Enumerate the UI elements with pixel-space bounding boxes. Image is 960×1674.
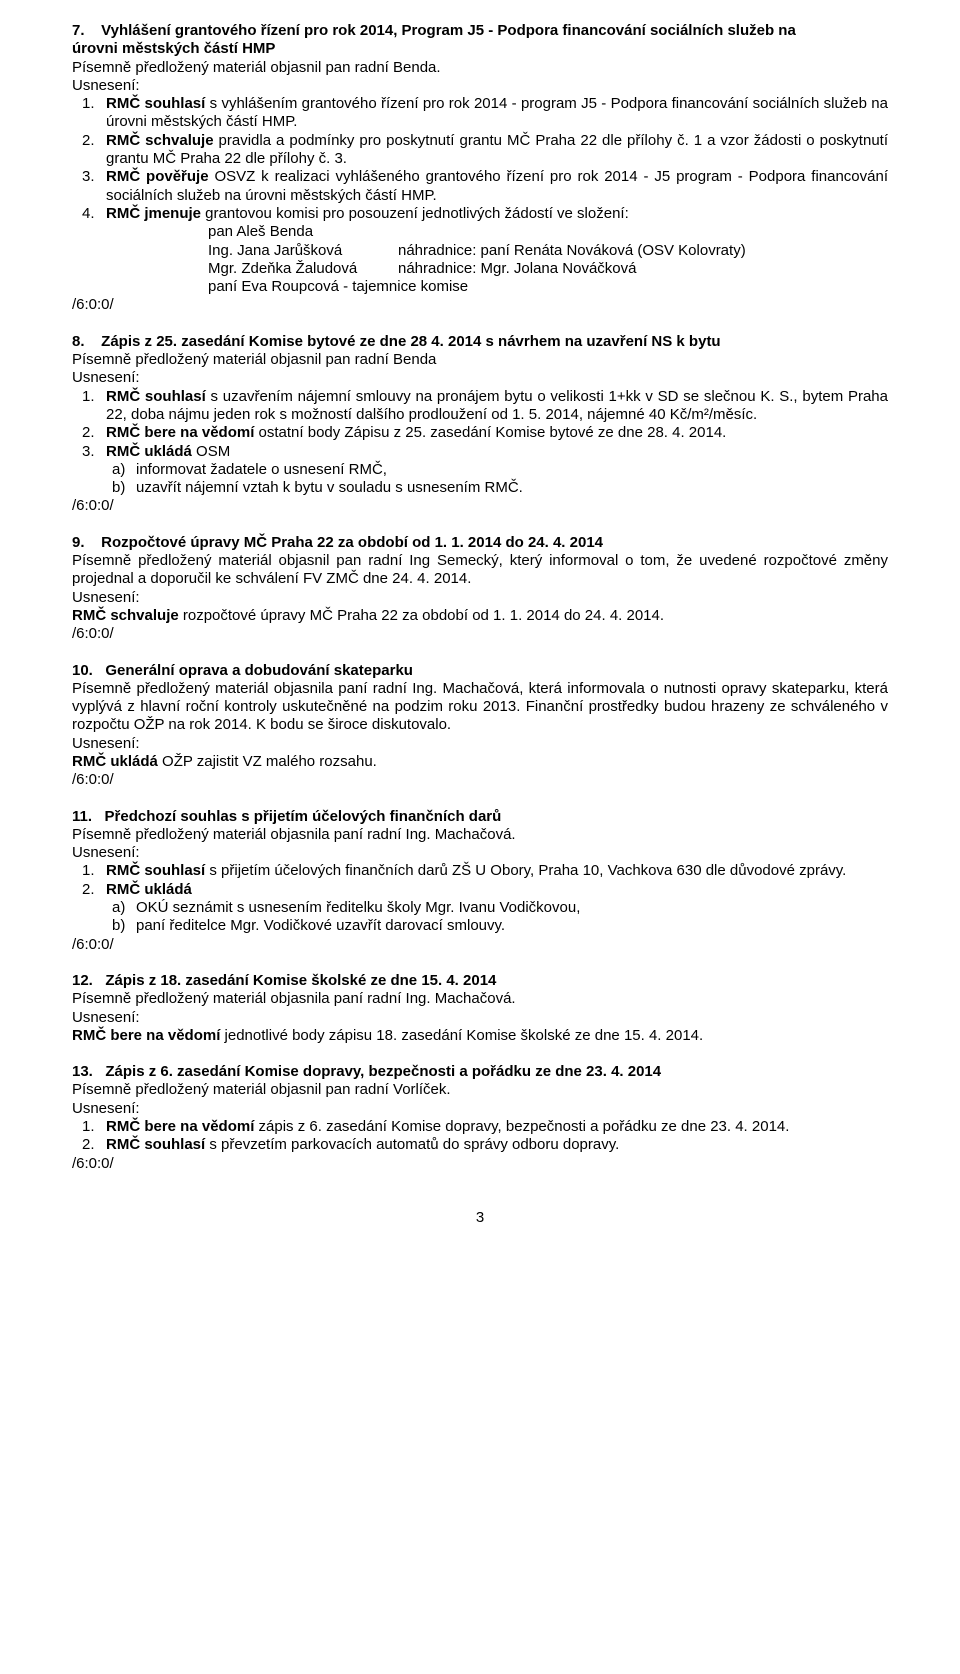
section-9: 9. Rozpočtové úpravy MČ Praha 22 za obdo… — [72, 534, 888, 644]
member-sub: náhradnice: Mgr. Jolana Nováčková — [398, 260, 888, 278]
resolution-label: Usnesení: — [72, 589, 888, 607]
page-number: 3 — [72, 1209, 888, 1227]
resolution-label: Usnesení: — [72, 735, 888, 753]
list-item: RMČ pověřuje OSVZ k realizaci vyhlášenéh… — [106, 168, 888, 205]
section-7-para: Písemně předložený materiál objasnil pan… — [72, 59, 888, 77]
sublist: OKÚ seznámit s usnesením ředitelku školy… — [106, 899, 888, 936]
section-12: 12. Zápis z 18. zasedání Komise školské … — [72, 972, 888, 1045]
bold-lead: RMČ bere na vědomí — [106, 424, 254, 441]
item-text: s přijetím účelových finančních darů ZŠ … — [205, 862, 846, 879]
section-11: 11. Předchozí souhlas s přijetím účelový… — [72, 808, 888, 954]
section-8: 8. Zápis z 25. zasedání Komise bytové ze… — [72, 333, 888, 516]
list-item: RMČ souhlasí s převzetím parkovacích aut… — [106, 1136, 888, 1154]
list: RMČ souhlasí s uzavřením nájemní smlouvy… — [72, 388, 888, 498]
bold-lead: RMČ ukládá — [106, 881, 192, 898]
bold-lead: RMČ ukládá — [106, 443, 192, 460]
list-item: RMČ souhlasí s vyhlášením grantového říz… — [106, 95, 888, 132]
section-7-heading-line2: úrovni městských částí HMP — [72, 40, 888, 58]
item-text: ostatní body Zápisu z 25. zasedání Komis… — [254, 424, 726, 441]
bold-lead: RMČ souhlasí — [106, 1136, 205, 1153]
resolution-line: RMČ ukládá OŽP zajistit VZ malého rozsah… — [72, 753, 888, 771]
item-text: rozpočtové úpravy MČ Praha 22 za období … — [179, 607, 664, 624]
list-item: RMČ jmenuje grantovou komisi pro posouze… — [106, 205, 888, 223]
sublist: informovat žadatele o usnesení RMČ, uzav… — [106, 461, 888, 498]
bold-lead: RMČ souhlasí — [106, 862, 205, 879]
bold-lead: RMČ bere na vědomí — [72, 1027, 220, 1044]
list: RMČ souhlasí s vyhlášením grantového říz… — [72, 95, 888, 223]
bold-lead: RMČ jmenuje — [106, 205, 201, 222]
list-item: RMČ schvaluje pravidla a podmínky pro po… — [106, 132, 888, 169]
section-9-heading: 9. Rozpočtové úpravy MČ Praha 22 za obdo… — [72, 534, 888, 552]
list: RMČ souhlasí s přijetím účelových finanč… — [72, 862, 888, 935]
list-item: RMČ souhlasí s uzavřením nájemní smlouvy… — [106, 388, 888, 425]
bold-lead: RMČ souhlasí — [106, 388, 206, 405]
member-name: Mgr. Zdeňka Žaludová — [208, 260, 398, 278]
section-13-para: Písemně předložený materiál objasnil pan… — [72, 1081, 888, 1099]
section-9-para: Písemně předložený materiál objasnil pan… — [72, 552, 888, 589]
sublist-item: paní ředitelce Mgr. Vodičkové uzavřít da… — [136, 917, 888, 935]
resolution-line: RMČ schvaluje rozpočtové úpravy MČ Praha… — [72, 607, 888, 625]
sublist-item: uzavřít nájemní vztah k bytu v souladu s… — [136, 479, 888, 497]
item-text: grantovou komisi pro posouzení jednotliv… — [201, 205, 629, 222]
section-12-heading: 12. Zápis z 18. zasedání Komise školské … — [72, 972, 888, 990]
vote-result: /6:0:0/ — [72, 1155, 888, 1173]
bold-lead: RMČ schvaluje — [106, 132, 214, 149]
vote-result: /6:0:0/ — [72, 771, 888, 789]
member-row: pan Aleš Benda — [208, 223, 888, 241]
list: RMČ bere na vědomí zápis z 6. zasedání K… — [72, 1118, 888, 1155]
section-8-heading: 8. Zápis z 25. zasedání Komise bytové ze… — [72, 333, 888, 351]
section-7-heading-line1: 7. Vyhlášení grantového řízení pro rok 2… — [72, 22, 888, 40]
sublist-item: informovat žadatele o usnesení RMČ, — [136, 461, 888, 479]
vote-result: /6:0:0/ — [72, 625, 888, 643]
item-text: pravidla a podmínky pro poskytnutí grant… — [106, 132, 888, 167]
bold-lead: RMČ bere na vědomí — [106, 1118, 254, 1135]
member-row: paní Eva Roupcová - tajemnice komise — [208, 278, 888, 296]
section-11-heading: 11. Předchozí souhlas s přijetím účelový… — [72, 808, 888, 826]
item-text: jednotlivé body zápisu 18. zasedání Komi… — [220, 1027, 703, 1044]
item-text: OSM — [192, 443, 230, 460]
item-text: s uzavřením nájemní smlouvy na pronájem … — [106, 388, 888, 423]
resolution-label: Usnesení: — [72, 369, 888, 387]
member-sub: náhradnice: paní Renáta Nováková (OSV Ko… — [398, 242, 888, 260]
item-text: zápis z 6. zasedání Komise dopravy, bezp… — [254, 1118, 789, 1135]
member-row: Ing. Jana Jarůšková náhradnice: paní Ren… — [208, 242, 888, 260]
section-8-para: Písemně předložený materiál objasnil pan… — [72, 351, 888, 369]
resolution-label: Usnesení: — [72, 1009, 888, 1027]
bold-lead: RMČ ukládá — [72, 753, 158, 770]
section-10-para: Písemně předložený materiál objasnila pa… — [72, 680, 888, 735]
item-text: s vyhlášením grantového řízení pro rok 2… — [106, 95, 888, 130]
committee-members: pan Aleš Benda Ing. Jana Jarůšková náhra… — [72, 223, 888, 296]
member-name: Ing. Jana Jarůšková — [208, 242, 398, 260]
sublist-item: OKÚ seznámit s usnesením ředitelku školy… — [136, 899, 888, 917]
bold-lead: RMČ schvaluje — [72, 607, 179, 624]
list-item: RMČ bere na vědomí zápis z 6. zasedání K… — [106, 1118, 888, 1136]
vote-result: /6:0:0/ — [72, 497, 888, 515]
bold-lead: RMČ pověřuje — [106, 168, 209, 185]
section-7: 7. Vyhlášení grantového řízení pro rok 2… — [72, 22, 888, 315]
resolution-label: Usnesení: — [72, 844, 888, 862]
item-text: OSVZ k realizaci vyhlášeného grantového … — [106, 168, 888, 203]
resolution-label: Usnesení: — [72, 77, 888, 95]
section-11-para: Písemně předložený materiál objasnila pa… — [72, 826, 888, 844]
vote-result: /6:0:0/ — [72, 936, 888, 954]
vote-result: /6:0:0/ — [72, 296, 888, 314]
list-item: RMČ bere na vědomí ostatní body Zápisu z… — [106, 424, 888, 442]
list-item: RMČ souhlasí s přijetím účelových finanč… — [106, 862, 888, 880]
resolution-label: Usnesení: — [72, 1100, 888, 1118]
resolution-line: RMČ bere na vědomí jednotlivé body zápis… — [72, 1027, 888, 1045]
list-item: RMČ ukládá OKÚ seznámit s usnesením ředi… — [106, 881, 888, 936]
list-item: RMČ ukládá OSM informovat žadatele o usn… — [106, 443, 888, 498]
bold-lead: RMČ souhlasí — [106, 95, 205, 112]
section-10-heading: 10. Generální oprava a dobudování skatep… — [72, 662, 888, 680]
section-13: 13. Zápis z 6. zasedání Komise dopravy, … — [72, 1063, 888, 1173]
section-10: 10. Generální oprava a dobudování skatep… — [72, 662, 888, 790]
item-text: OŽP zajistit VZ malého rozsahu. — [158, 753, 377, 770]
section-12-para: Písemně předložený materiál objasnila pa… — [72, 990, 888, 1008]
member-row: Mgr. Zdeňka Žaludová náhradnice: Mgr. Jo… — [208, 260, 888, 278]
item-text: s převzetím parkovacích automatů do sprá… — [205, 1136, 619, 1153]
section-13-heading: 13. Zápis z 6. zasedání Komise dopravy, … — [72, 1063, 888, 1081]
